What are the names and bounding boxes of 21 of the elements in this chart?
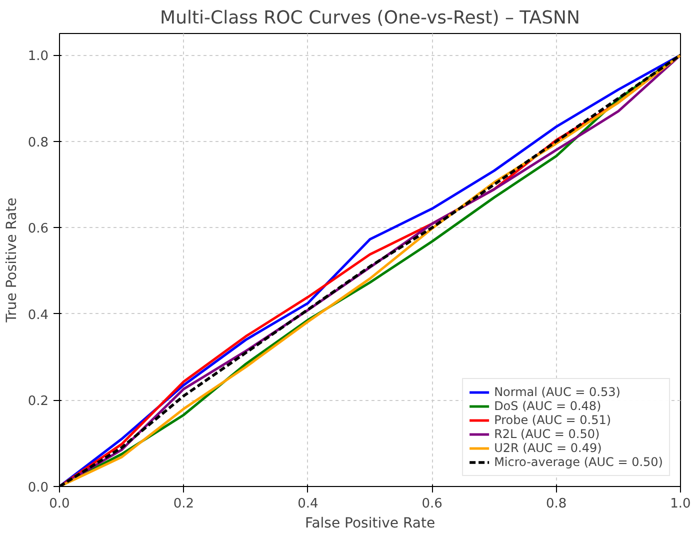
y-tick-label: 0.0	[28, 480, 49, 496]
x-tick-label: 1.0	[670, 496, 691, 512]
legend-label: R2L (AUC = 0.50)	[494, 427, 600, 441]
y-axis-title: True Positive Rate	[4, 198, 20, 324]
y-tick-label: 1.0	[28, 49, 49, 64]
legend-label: DoS (AUC = 0.48)	[494, 399, 602, 413]
x-tick-label: 0.6	[422, 496, 442, 512]
x-tick-label: 0.4	[298, 496, 318, 512]
x-axis-title: False Positive Rate	[304, 516, 436, 532]
y-tick-label: 0.6	[28, 222, 49, 237]
chart-title: Multi-Class ROC Curves (One-vs-Rest) – TASNN	[160, 8, 580, 28]
x-tick-label: 0.0	[49, 496, 70, 512]
legend-label: Micro-average (AUC = 0.50)	[494, 455, 663, 469]
legend-label: U2R (AUC = 0.49)	[494, 441, 602, 455]
x-tick-label: 0.8	[546, 496, 567, 512]
y-tick-label: 0.4	[28, 308, 49, 323]
y-tick-label: 0.2	[28, 394, 49, 410]
y-tick-label: 0.8	[28, 135, 49, 150]
legend-label: Probe (AUC = 0.51)	[494, 413, 612, 427]
legend-label: Normal (AUC = 0.53)	[494, 385, 620, 399]
x-tick-label: 0.2	[173, 496, 194, 512]
